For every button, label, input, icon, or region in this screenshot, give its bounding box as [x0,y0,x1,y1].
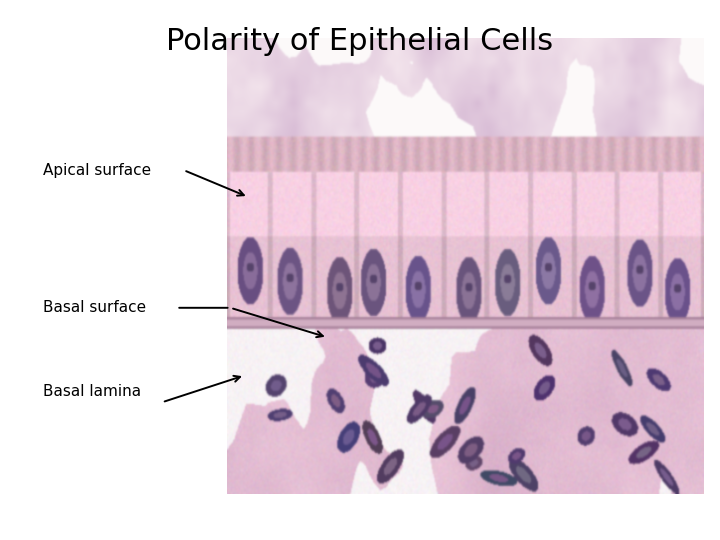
Text: Apical surface: Apical surface [43,163,151,178]
Text: Polarity of Epithelial Cells: Polarity of Epithelial Cells [166,27,554,56]
Text: Basal surface: Basal surface [43,300,146,315]
Text: Basal lamina: Basal lamina [43,384,141,399]
